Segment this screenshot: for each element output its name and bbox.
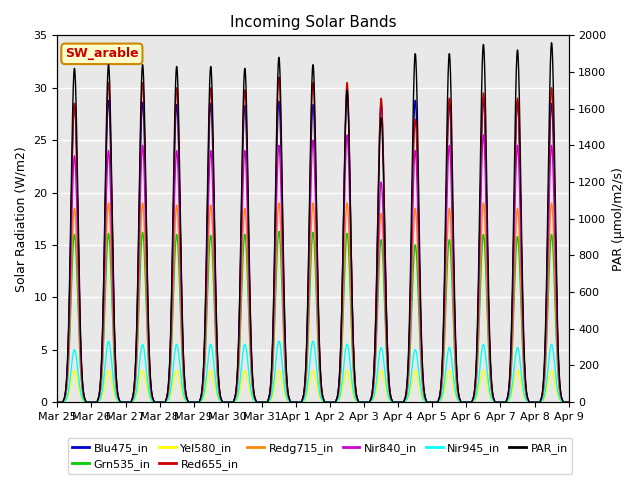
Nir840_in — [458, 399, 465, 405]
Redg715_in — [376, 220, 384, 226]
Nir945_in — [400, 399, 408, 405]
Y-axis label: PAR (μmol/m2/s): PAR (μmol/m2/s) — [612, 167, 625, 271]
Blu475_in — [458, 399, 465, 405]
Nir945_in — [54, 399, 61, 405]
Line: PAR_in: PAR_in — [58, 36, 603, 402]
Grn535_in — [275, 228, 283, 234]
PAR_in — [251, 395, 259, 400]
Nir945_in — [376, 347, 384, 353]
Grn535_in — [458, 399, 465, 405]
Red655_in — [599, 399, 607, 405]
Red655_in — [458, 399, 465, 405]
PAR_in — [458, 399, 465, 405]
Yel580_in — [376, 369, 384, 375]
Grn535_in — [400, 399, 408, 405]
Red655_in — [400, 399, 408, 405]
Nir840_in — [479, 132, 487, 138]
Nir840_in — [81, 397, 89, 403]
Line: Grn535_in: Grn535_in — [58, 231, 603, 402]
Line: Redg715_in: Redg715_in — [58, 203, 603, 402]
Blu475_in — [54, 399, 61, 405]
Redg715_in — [582, 200, 589, 206]
Yel580_in — [54, 399, 61, 405]
Nir840_in — [54, 399, 61, 405]
Nir945_in — [105, 338, 113, 344]
Redg715_in — [487, 380, 495, 385]
Blu475_in — [487, 371, 495, 376]
Redg715_in — [400, 399, 408, 405]
Blu475_in — [343, 90, 351, 96]
Line: Nir945_in: Nir945_in — [58, 341, 603, 402]
Nir840_in — [599, 399, 607, 405]
Red655_in — [251, 395, 259, 401]
Nir840_in — [376, 191, 384, 196]
Yel580_in — [458, 399, 465, 405]
Redg715_in — [251, 396, 259, 402]
Grn535_in — [487, 384, 495, 389]
Nir945_in — [487, 394, 495, 399]
Red655_in — [275, 74, 283, 80]
Blu475_in — [251, 395, 259, 401]
PAR_in — [487, 364, 495, 370]
Title: Incoming Solar Bands: Incoming Solar Bands — [230, 15, 396, 30]
Grn535_in — [251, 397, 259, 403]
Y-axis label: Solar Radiation (W/m2): Solar Radiation (W/m2) — [15, 146, 28, 291]
Redg715_in — [599, 399, 607, 405]
Yel580_in — [81, 399, 89, 405]
Red655_in — [81, 396, 89, 402]
PAR_in — [599, 399, 607, 405]
Grn535_in — [599, 399, 607, 405]
Nir945_in — [599, 399, 607, 405]
PAR_in — [81, 396, 89, 402]
Yel580_in — [70, 368, 78, 373]
Redg715_in — [81, 397, 89, 403]
Text: SW_arable: SW_arable — [65, 48, 139, 60]
Red655_in — [487, 370, 495, 376]
Line: Nir840_in: Nir840_in — [58, 135, 603, 402]
PAR_in — [54, 399, 61, 405]
Line: Red655_in: Red655_in — [58, 77, 603, 402]
Line: Blu475_in: Blu475_in — [58, 93, 603, 402]
Redg715_in — [458, 399, 465, 405]
Blu475_in — [376, 114, 384, 120]
Nir945_in — [81, 399, 89, 405]
Nir840_in — [487, 374, 495, 380]
PAR_in — [582, 33, 589, 38]
PAR_in — [376, 130, 384, 136]
Grn535_in — [54, 399, 61, 405]
Nir945_in — [251, 398, 259, 404]
Yel580_in — [487, 396, 495, 402]
Nir945_in — [458, 399, 465, 405]
Grn535_in — [376, 244, 384, 250]
Nir840_in — [400, 399, 408, 405]
Yel580_in — [400, 399, 408, 405]
Red655_in — [54, 399, 61, 405]
Yel580_in — [599, 399, 607, 405]
Line: Yel580_in: Yel580_in — [58, 371, 603, 402]
Nir840_in — [251, 396, 259, 401]
Legend: Blu475_in, Grn535_in, Yel580_in, Red655_in, Redg715_in, Nir840_in, Nir945_in, PA: Blu475_in, Grn535_in, Yel580_in, Red655_… — [68, 438, 572, 474]
Red655_in — [376, 109, 384, 115]
Grn535_in — [81, 397, 89, 403]
PAR_in — [400, 399, 408, 405]
Blu475_in — [400, 399, 408, 405]
Redg715_in — [54, 399, 61, 405]
Yel580_in — [251, 399, 259, 405]
Blu475_in — [599, 399, 607, 405]
Blu475_in — [81, 396, 89, 402]
